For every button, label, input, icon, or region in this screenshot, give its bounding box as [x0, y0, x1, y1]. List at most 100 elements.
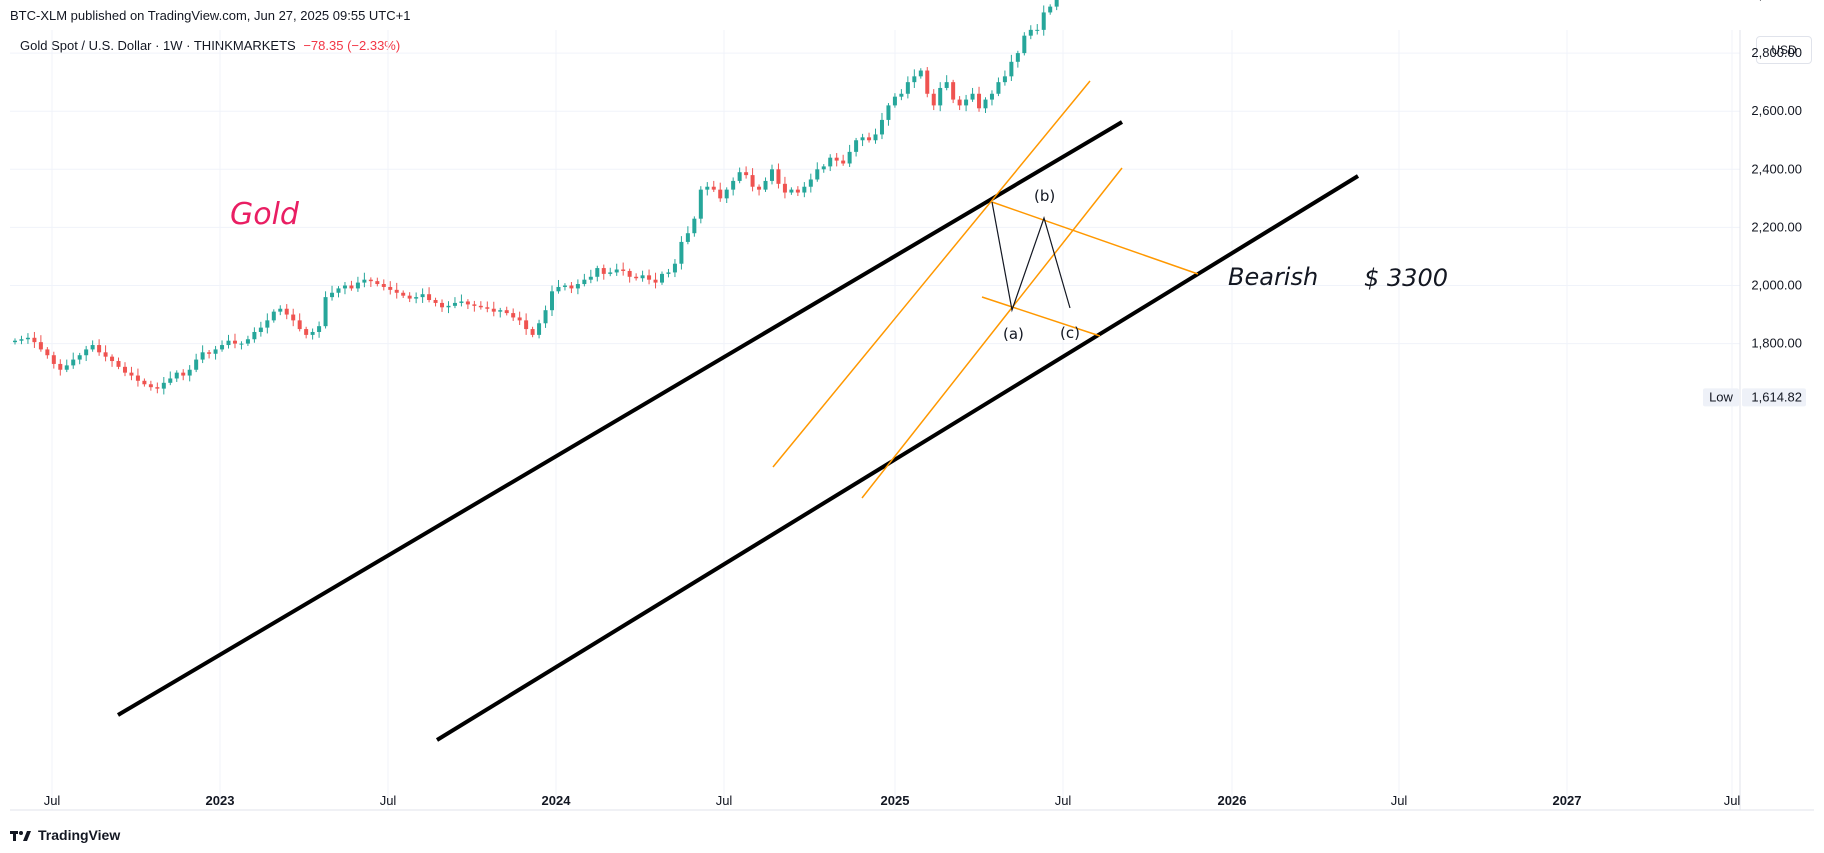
candle-body	[795, 189, 800, 193]
y-tick-label: 1,800.00	[1751, 336, 1802, 351]
low-value: 1,614.82	[1751, 389, 1802, 404]
candle-body	[647, 275, 652, 280]
candle-body	[1022, 35, 1027, 54]
candle-body	[621, 269, 626, 271]
candle-body	[271, 311, 276, 321]
candle-body	[375, 281, 380, 285]
candle-body	[886, 105, 891, 120]
candle-body	[401, 292, 406, 296]
candle-body	[129, 372, 134, 376]
candle-body	[232, 340, 237, 344]
candle-body	[407, 295, 412, 299]
annotation-target-price: $ 3300	[1364, 264, 1448, 292]
chart-overlays: High3,500.00Low1,614.823,302.243,289.63	[116, 80, 1806, 742]
x-tick-label: 2026	[1218, 793, 1247, 808]
candle-body	[1015, 53, 1020, 62]
x-tick-label: 2025	[881, 793, 910, 808]
candle-body	[440, 302, 445, 308]
candle-body	[32, 337, 37, 343]
candle-body	[304, 329, 309, 335]
x-tick-label: Jul	[380, 793, 397, 808]
candle-body	[808, 179, 813, 187]
candle-body	[614, 269, 619, 273]
candle-body	[207, 352, 212, 354]
candle-body	[524, 320, 529, 330]
candle-body	[1054, 0, 1059, 7]
candle-body	[97, 345, 102, 353]
y-tick-label: 2,800.00	[1751, 45, 1802, 60]
candle-body	[368, 279, 373, 282]
candle-body	[731, 180, 736, 190]
candle-body	[187, 369, 192, 376]
candle-body	[51, 355, 56, 364]
candle-body	[168, 378, 173, 383]
brand-name: TradingView	[38, 827, 121, 843]
currency-button[interactable]: USD	[1756, 36, 1812, 64]
candle-body	[802, 186, 807, 193]
candle-body	[957, 99, 962, 106]
candle-body	[530, 329, 535, 335]
candle-body	[71, 359, 76, 366]
candle-body	[13, 340, 17, 343]
y-tick-label: 2,000.00	[1751, 278, 1802, 293]
candle-body	[666, 272, 671, 274]
candle-body	[776, 169, 781, 184]
symbol-legend[interactable]: Gold Spot / U.S. Dollar · 1W · THINKMARK…	[20, 38, 400, 53]
price-change: −78.35 (−2.33%)	[303, 38, 401, 53]
candle-body	[569, 285, 574, 289]
candle-body	[660, 273, 664, 283]
candle-body	[116, 361, 121, 367]
candle-body	[291, 314, 296, 321]
candle-body	[1002, 76, 1007, 83]
candle-body	[485, 307, 490, 309]
candle-body	[226, 340, 231, 346]
candle-body	[103, 352, 108, 357]
candle-body	[245, 339, 250, 344]
candle-body	[899, 93, 904, 97]
candle-body	[265, 320, 270, 328]
candle-body	[582, 279, 587, 285]
annotation-bearish: Bearish	[1228, 263, 1318, 291]
candle-body	[815, 169, 820, 180]
candle-body	[873, 134, 878, 141]
candle-body	[491, 308, 496, 312]
candle-body	[989, 93, 994, 100]
chart-title-gold: Gold	[230, 197, 300, 232]
candle-body	[427, 294, 432, 301]
candle-body	[841, 160, 846, 164]
candles	[13, 0, 1059, 395]
candle-body	[1035, 29, 1040, 31]
candle-body	[213, 349, 218, 354]
candle-body	[562, 285, 567, 287]
candle-body	[349, 285, 354, 289]
candle-body	[685, 233, 690, 242]
candle-body	[142, 380, 147, 385]
x-tick-label: 2023	[206, 793, 235, 808]
candle-body	[595, 268, 600, 277]
candle-body	[970, 93, 975, 100]
low-tag-bg	[1703, 388, 1739, 407]
candle-body	[465, 301, 470, 305]
candle-body	[537, 323, 542, 335]
candle-body	[601, 268, 606, 274]
candle-body	[705, 186, 710, 190]
candle-body	[310, 331, 315, 335]
candle-body	[912, 76, 917, 83]
candle-body	[511, 313, 516, 318]
candle-body	[782, 183, 787, 193]
orange-channel-lower	[861, 167, 1123, 499]
candle-body	[25, 337, 30, 340]
candle-body	[763, 180, 768, 190]
low-label: Low	[1709, 389, 1733, 404]
candle-body	[45, 349, 50, 356]
tradingview-footer[interactable]: TradingView	[10, 827, 120, 843]
candle-body	[996, 82, 1001, 94]
candle-body	[297, 320, 302, 330]
x-tick-label: Jul	[1724, 793, 1741, 808]
candle-body	[925, 70, 930, 94]
candle-body	[200, 352, 205, 360]
candle-body	[543, 310, 548, 324]
y-tick-label: 2,200.00	[1751, 219, 1802, 234]
candle-body	[239, 343, 244, 345]
